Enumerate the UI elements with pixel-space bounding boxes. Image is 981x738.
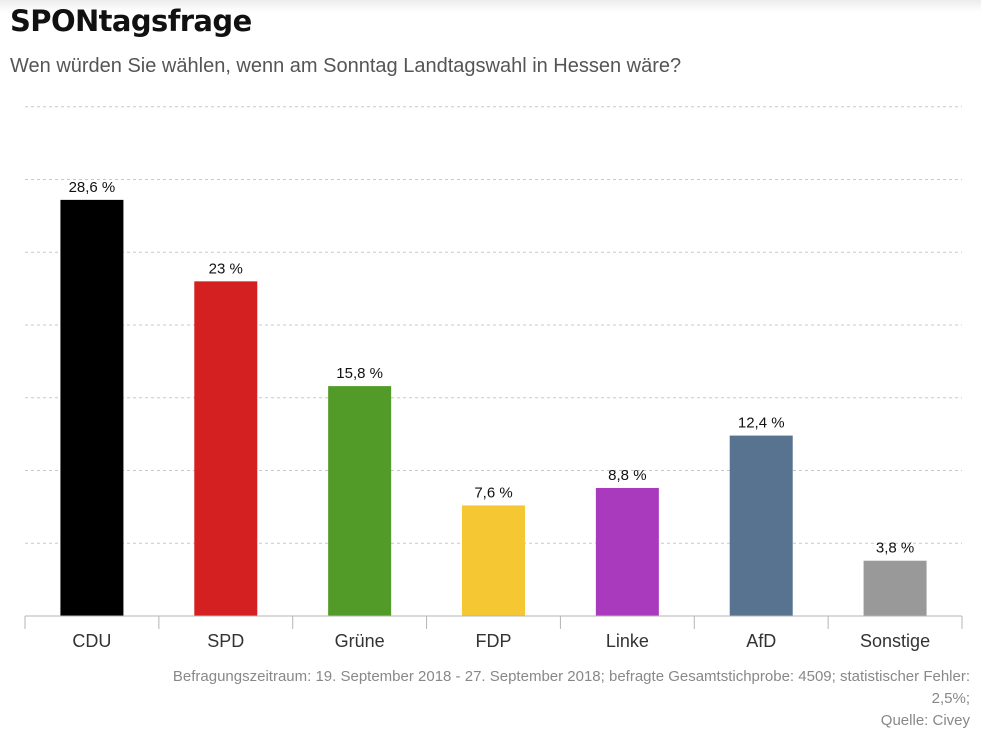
- chart-footer: Befragungszeitraum: 19. September 2018 -…: [20, 666, 970, 732]
- x-tick-label: Sonstige: [860, 631, 930, 651]
- bars: [60, 199, 927, 616]
- x-tick-label: Linke: [606, 631, 649, 651]
- bar-linke: [595, 487, 659, 616]
- x-tick-label: CDU: [72, 631, 111, 651]
- bar-afd: [729, 435, 793, 616]
- x-tick-label: AfD: [746, 631, 776, 651]
- bar-fdp: [462, 505, 525, 616]
- bar-chart: 28,6 % 23 % 15,8 % 7,6 % 8,8 % 12,4 % 3,8 % CD…: [24, 106, 963, 651]
- bar-cdu: [60, 199, 124, 616]
- survey-note: Befragungszeitraum: 19. September 2018 -…: [172, 668, 970, 685]
- gridlines: [25, 106, 962, 544]
- x-tick-label: Grüne: [335, 631, 385, 651]
- value-label: 23 %: [209, 260, 243, 277]
- value-label: 7,6 %: [474, 484, 512, 501]
- bar-grüne: [328, 386, 392, 616]
- value-label: 28,6 %: [69, 179, 116, 196]
- value-labels: 28,6 % 23 % 15,8 % 7,6 % 8,8 % 12,4 % 3,8 %: [69, 179, 915, 557]
- bar-spd: [194, 281, 258, 616]
- value-label: 12,4 %: [738, 415, 785, 432]
- x-axis: [24, 615, 963, 629]
- value-label: 3,8 %: [876, 540, 914, 557]
- x-tick-label: SPD: [207, 631, 244, 651]
- survey-note-error: 2,5%;: [931, 690, 970, 707]
- x-tick-labels: CDU SPD Grüne FDP Linke AfD Sonstige: [72, 631, 930, 651]
- source-note: Quelle: Civey: [880, 712, 970, 729]
- x-tick-label: FDP: [476, 631, 512, 651]
- bar-sonstige: [863, 560, 927, 616]
- value-label: 15,8 %: [336, 365, 383, 382]
- value-label: 8,8 %: [608, 467, 646, 484]
- chart-title: SPONtagsfrage: [10, 4, 252, 38]
- top-shade: [0, 0, 981, 12]
- chart-subtitle: Wen würden Sie wählen, wenn am Sonntag L…: [10, 55, 682, 77]
